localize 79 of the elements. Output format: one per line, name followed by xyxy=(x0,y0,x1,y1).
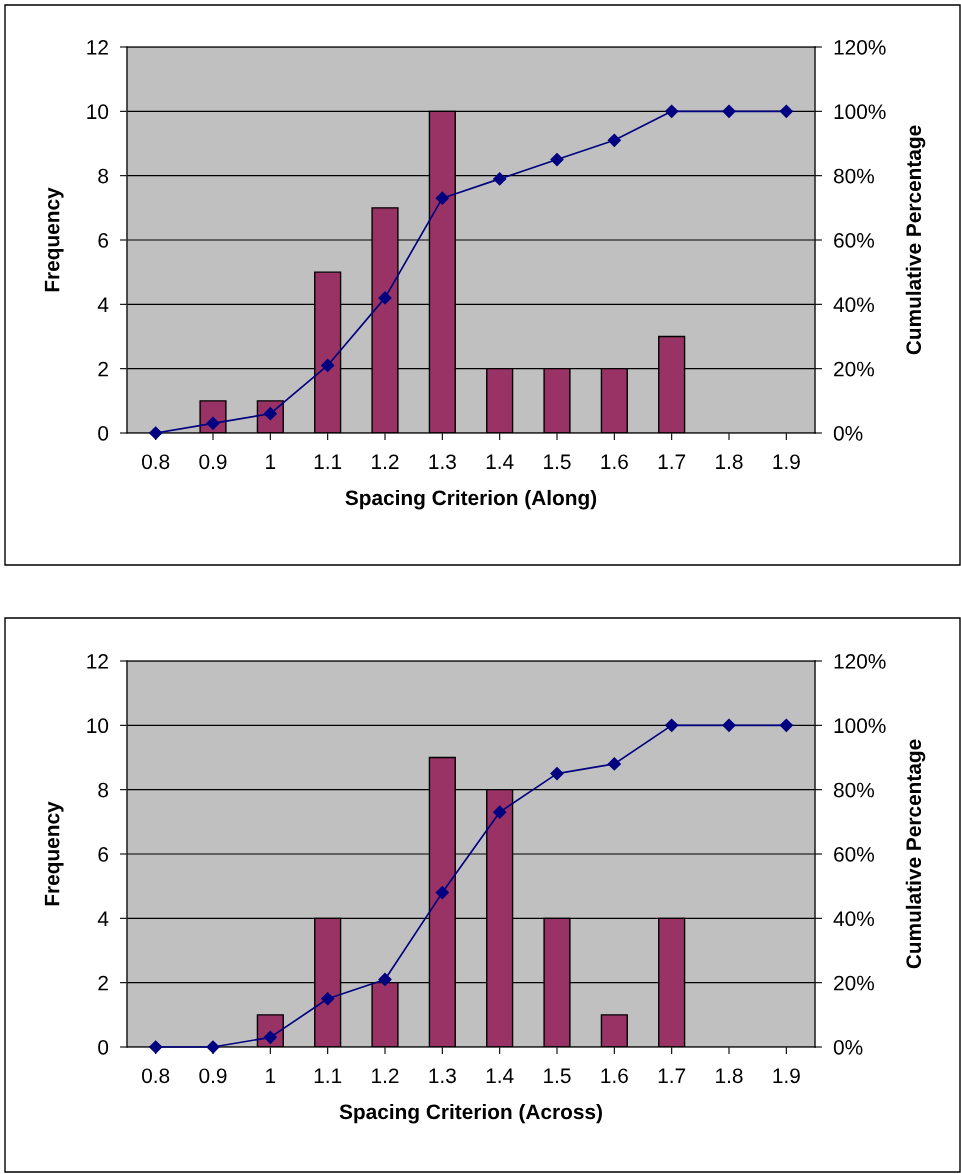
x-tick-label: 0.9 xyxy=(199,454,227,470)
point xyxy=(435,886,449,900)
point xyxy=(550,152,564,167)
y-tick-label: 12 xyxy=(87,40,108,55)
y2-tick-label: 40% xyxy=(833,297,875,313)
y2-tick-label: 120% xyxy=(834,654,886,669)
x-tick-label: 1.8 xyxy=(716,1068,743,1084)
y-tick-label: 12 xyxy=(87,654,108,669)
y-tick-label: 4 xyxy=(97,911,109,926)
x-tick-label: 1.6 xyxy=(601,1068,628,1084)
y2-tick-label: 60% xyxy=(834,233,875,248)
y2-tick-label: 20% xyxy=(834,361,875,377)
point xyxy=(378,291,392,305)
x-tick-label: 1.1 xyxy=(314,1068,342,1083)
point xyxy=(665,718,679,732)
x-tick-label: 0.8 xyxy=(142,454,170,470)
x-tick-label: 1.9 xyxy=(773,1068,800,1084)
y-tick-label: 8 xyxy=(98,168,109,184)
x-tick-label: 1 xyxy=(266,454,276,469)
x-tick-label: 1.7 xyxy=(658,1068,686,1083)
y-tick-label: 2 xyxy=(98,975,108,991)
point xyxy=(779,718,793,732)
x-tick-label: 1.3 xyxy=(429,454,456,470)
x-tick-label: 1.8 xyxy=(716,454,743,470)
y-tick-label: 6 xyxy=(98,847,109,862)
point xyxy=(493,172,507,186)
x-axis-title: Spacing Criterion (Across) xyxy=(339,1103,602,1124)
y-tick-label: 0 xyxy=(98,426,109,441)
y2-tick-label: 0% xyxy=(833,1040,863,1055)
y-tick-label: 0 xyxy=(98,1040,109,1055)
x-tick-label: 1.5 xyxy=(544,1068,571,1084)
x-tick-label: 1.7 xyxy=(658,454,686,469)
y2-tick-label: 80% xyxy=(833,168,875,184)
y-tick-label: 6 xyxy=(98,233,109,248)
point xyxy=(435,191,449,205)
y-tick-label: 8 xyxy=(98,782,109,798)
y2-tick-label: 80% xyxy=(833,782,875,798)
x-tick-label: 0.8 xyxy=(142,1068,170,1084)
y2-tick-label: 40% xyxy=(833,911,875,927)
point xyxy=(665,104,679,118)
y2-tick-label: 20% xyxy=(834,975,875,991)
x-tick-label: 1.2 xyxy=(372,1068,399,1083)
x-tick-label: 1.6 xyxy=(601,454,628,470)
y-tick-label: 4 xyxy=(97,297,109,312)
point xyxy=(722,718,736,732)
point xyxy=(321,992,335,1006)
y-tick-label: 2 xyxy=(98,361,108,377)
x-tick-label: 1.2 xyxy=(372,454,399,469)
point xyxy=(493,805,507,819)
point xyxy=(149,1040,163,1054)
y-axis-title: Frequency xyxy=(44,187,64,292)
point xyxy=(321,358,335,373)
point xyxy=(779,104,793,118)
y2-axis-title: Cumulative Percentage xyxy=(905,125,926,355)
x-tick-label: 1 xyxy=(266,1068,276,1083)
point xyxy=(722,104,736,118)
y-tick-label: 10 xyxy=(87,104,109,120)
point xyxy=(550,766,564,781)
y2-tick-label: 100% xyxy=(834,104,886,120)
point xyxy=(378,972,392,987)
y2-axis-title: Cumulative Percentage xyxy=(905,739,926,969)
x-axis-title: Spacing Criterion (Along) xyxy=(345,489,597,510)
x-tick-label: 0.9 xyxy=(199,1068,227,1084)
x-tick-label: 1.3 xyxy=(429,1068,456,1084)
x-tick-label: 1.4 xyxy=(486,1068,514,1083)
y-tick-label: 10 xyxy=(87,718,109,734)
y2-tick-label: 120% xyxy=(834,40,886,55)
x-tick-label: 1.1 xyxy=(314,454,342,469)
x-tick-label: 1.9 xyxy=(773,454,800,470)
point xyxy=(607,133,621,147)
point xyxy=(206,1040,220,1054)
x-tick-label: 1.5 xyxy=(544,454,571,470)
y2-tick-label: 60% xyxy=(834,847,875,862)
y2-tick-label: 0% xyxy=(833,426,863,441)
y-axis-title: Frequency xyxy=(44,801,64,906)
point xyxy=(607,757,621,771)
x-tick-label: 1.4 xyxy=(486,454,514,469)
y2-tick-label: 100% xyxy=(834,718,886,734)
point xyxy=(149,426,163,440)
